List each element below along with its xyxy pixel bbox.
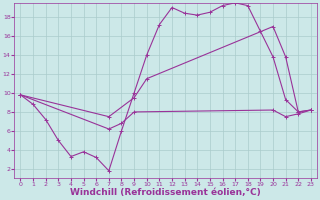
X-axis label: Windchill (Refroidissement éolien,°C): Windchill (Refroidissement éolien,°C) <box>70 188 261 197</box>
